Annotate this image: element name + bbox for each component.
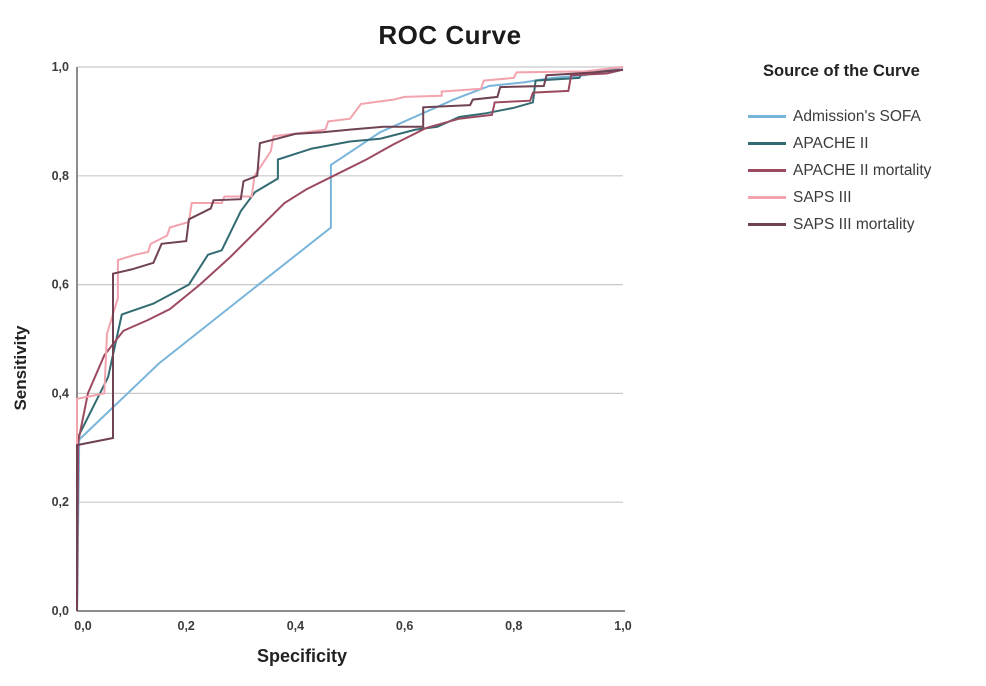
legend: Source of the Curve Admission's SOFA APAC… — [748, 62, 984, 238]
legend-items: Admission's SOFA APACHE II APACHE II morta… — [748, 103, 984, 238]
curve-saps-iii — [76, 66, 624, 611]
legend-line-swatch — [748, 142, 786, 145]
legend-line-swatch — [748, 223, 786, 226]
legend-line-swatch — [748, 196, 786, 199]
legend-line-swatch — [748, 115, 786, 118]
legend-item-label: SAPS III mortality — [793, 215, 915, 233]
legend-item-label: APACHE II mortality — [793, 161, 932, 179]
legend-item-label: Admission's SOFA — [793, 107, 921, 125]
y-tick-label: 0,0 — [52, 604, 69, 618]
y-tick-label: 1,0 — [52, 60, 69, 74]
y-tick-label: 0,2 — [52, 495, 69, 509]
x-tick-label: 1,0 — [614, 619, 631, 633]
legend-line-swatch — [748, 169, 786, 172]
x-axis-title: Specificity — [256, 646, 348, 666]
curve-admission-s-sofa — [76, 66, 624, 612]
y-tick-label: 0,6 — [52, 278, 69, 292]
y-axis-title: Sensitivity — [11, 325, 30, 411]
legend-title: Source of the Curve — [763, 62, 920, 80]
legend-item-label: APACHE II — [793, 134, 869, 152]
x-tick-label: 0,6 — [396, 619, 413, 633]
y-tick-label: 0,4 — [52, 386, 69, 400]
curve-saps-iii-mortality — [76, 68, 624, 611]
x-tick-label: 0,8 — [505, 619, 522, 633]
chart-title: ROC Curve — [378, 20, 522, 50]
legend-item: Admission's SOFA — [748, 103, 984, 130]
x-tick-label: 0,4 — [287, 619, 304, 633]
legend-item: APACHE II mortality — [748, 157, 984, 184]
x-tick-label: 0,2 — [178, 619, 195, 633]
legend-item: SAPS III — [748, 184, 984, 211]
legend-item: SAPS III mortality — [748, 211, 984, 238]
curve-apache-ii-mortality — [76, 68, 624, 612]
legend-item: APACHE II — [748, 130, 984, 157]
legend-item-label: SAPS III — [793, 188, 852, 206]
y-tick-label: 0,8 — [52, 169, 69, 183]
curve-apache-ii — [76, 68, 624, 612]
x-tick-label: 0,0 — [74, 619, 91, 633]
